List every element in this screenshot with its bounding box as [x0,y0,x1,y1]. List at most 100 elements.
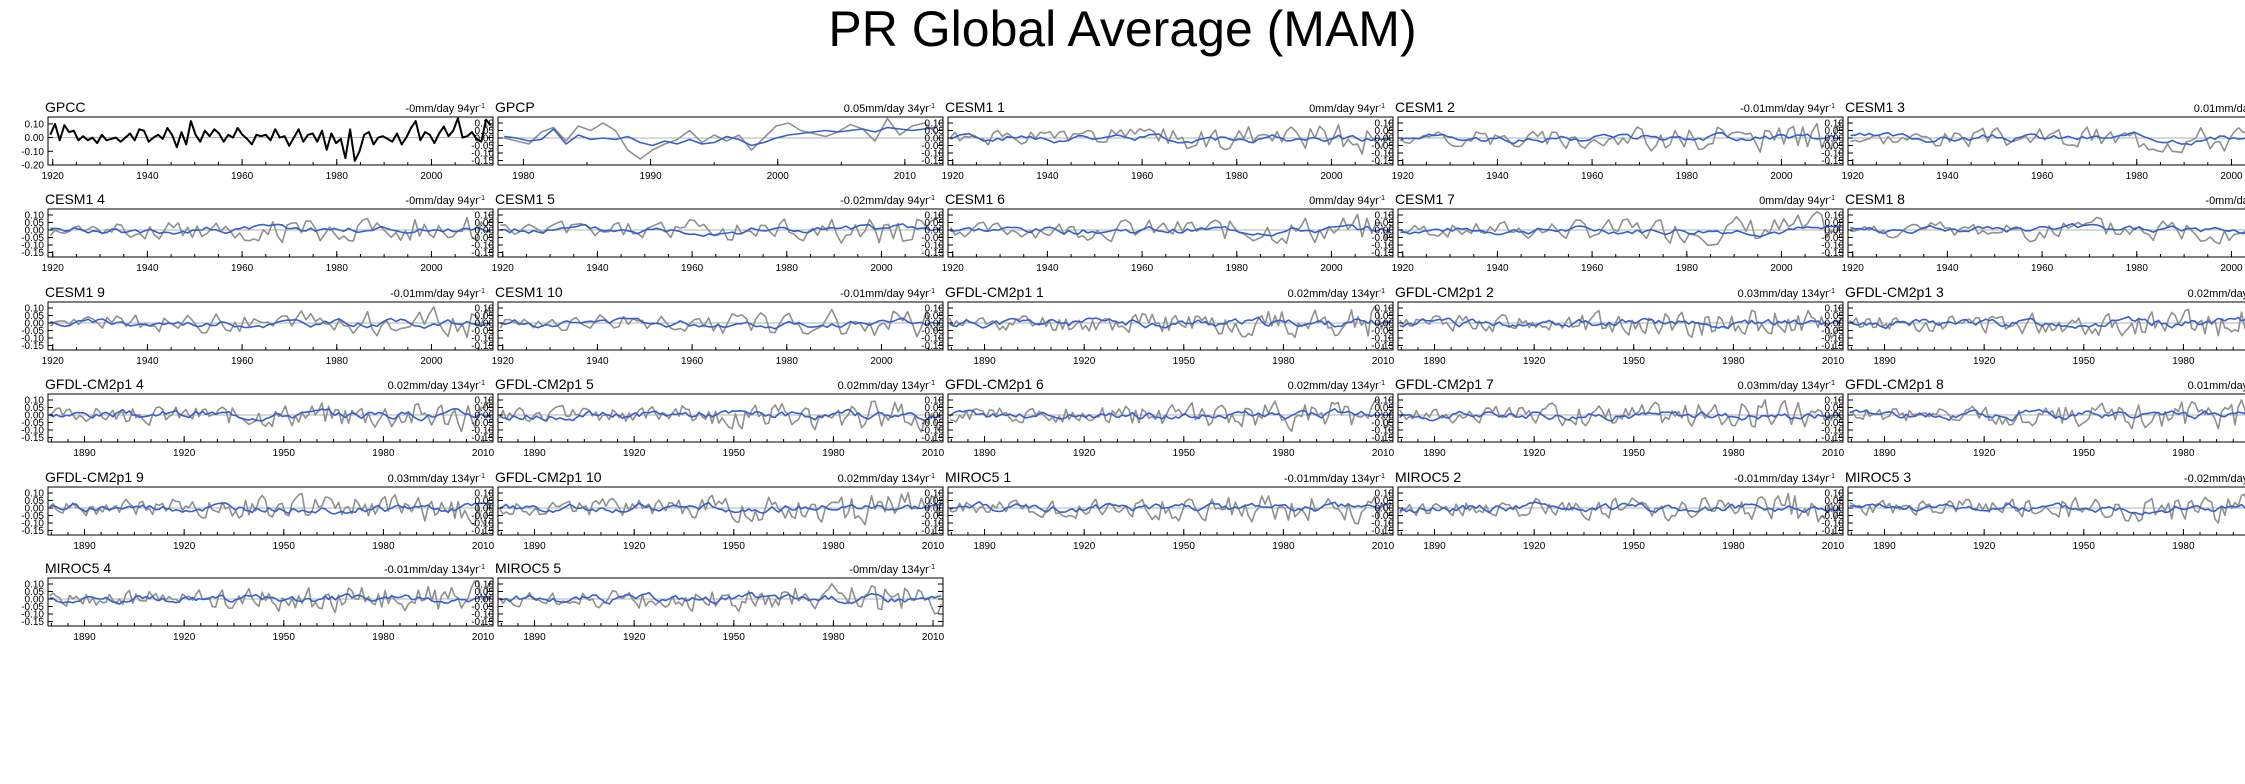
plot-frame [47,116,494,166]
y-tick-label: 0.05 [1375,311,1395,322]
x-tick-label: 1980 [2172,356,2195,367]
x-tick-label: 1940 [136,356,159,367]
raw-series-line [948,305,1392,339]
y-tick-label: -0.10 [471,610,494,621]
x-tick-label: 1940 [1486,171,1509,182]
trend-superscript: -1 [1829,288,1835,295]
plot-frame [47,577,494,627]
y-tick-label: 0.10 [1375,396,1395,407]
y-tick-label: 0.00 [925,411,945,422]
y-tick-label: -0.15 [1371,341,1394,352]
y-tick-label: 0.00 [475,319,495,330]
y-tick-label: -0.05 [1821,418,1844,429]
y-tick-label: 0.00 [1375,226,1395,237]
panel-trend: 0.01mm/day 134yr-1 [2188,380,2245,392]
y-tick-label: 0.10 [475,489,495,500]
y-tick-label: -0.15 [21,341,44,352]
y-tick-label: -0.15 [921,156,944,167]
plot-frame [947,116,1394,166]
y-tick-label: 0.05 [475,403,495,414]
panel: GFDL-CM2p1 6 0.02mm/day 134yr-10.100.050.… [921,376,1394,459]
raw-series-line [49,492,493,527]
panel: CESM1 2 -0.01mm/day 94yr-10.100.050.00-0.… [1371,99,1844,182]
panel: GFDL-CM2p1 5 0.02mm/day 134yr-10.100.050.… [471,376,944,459]
trend-superscript: -1 [929,564,935,571]
x-tick-label: 1950 [1173,541,1196,552]
y-tick-label: 0.00 [1825,411,1845,422]
y-tick-label: -0.15 [21,617,44,628]
panel-trend: -0.01mm/day 94yr-1 [390,288,485,300]
x-tick-label: 1920 [42,356,65,367]
panel: GFDL-CM2p1 1 0.02mm/day 134yr-10.100.050.… [921,284,1394,367]
y-tick-label: 0.10 [925,396,945,407]
x-tick-label: 2010 [1372,356,1395,367]
x-tick-label: 1890 [1423,448,1446,459]
trend-superscript: -1 [479,103,485,110]
y-tick-label: -0.05 [1371,511,1394,522]
panel: CESM1 10 -0.01mm/day 94yr-10.100.050.00-0… [471,284,944,367]
y-tick-label: -0.15 [1821,156,1844,167]
y-tick-label: 0.10 [25,211,45,222]
y-tick-label: 0.00 [25,595,45,606]
x-tick-label: 1940 [136,263,159,274]
x-tick-label: 1920 [1842,171,1865,182]
x-tick-label: 1980 [1272,448,1295,459]
y-tick-label: -0.05 [921,141,944,152]
observation-line [49,117,492,162]
y-tick-label: -0.15 [921,248,944,259]
smooth-series-line [1850,222,2245,235]
y-tick-label: -0.10 [471,334,494,345]
x-tick-label: 1980 [822,632,845,643]
x-tick-label: 1960 [2031,171,2054,182]
x-tick-label: 1940 [586,356,609,367]
raw-series-line [949,398,1393,433]
x-tick-label: 1980 [1272,541,1295,552]
panel-trend: 0.03mm/day 134yr-1 [1738,380,1835,392]
panel-title: GFDL-CM2p1 3 [1845,284,1944,300]
raw-series-line [949,124,1392,155]
x-tick-label: 1980 [1722,448,1745,459]
panel-title: CESM1 5 [495,191,555,207]
panel: MIROC5 2 -0.01mm/day 134yr-10.100.050.00-… [1371,469,1844,552]
y-tick-label: 0.00 [1825,504,1845,515]
y-tick-label: 0.00 [475,226,495,237]
y-tick-label: -0.15 [1821,248,1844,259]
plot-frame [497,208,944,258]
x-tick-label: 1960 [231,356,254,367]
y-tick-label: -0.05 [1371,326,1394,337]
y-tick-label: -0.15 [471,156,494,167]
panel-title: MIROC5 1 [945,469,1011,485]
x-tick-label: 1950 [2073,541,2096,552]
y-tick-label: 0.00 [1825,319,1845,330]
trend-superscript: -1 [1379,380,1385,387]
y-tick-label: 0.05 [475,126,495,137]
y-tick-label: 0.05 [1825,403,1845,414]
y-tick-label: -0.15 [21,433,44,444]
x-tick-label: 1890 [1423,356,1446,367]
y-tick-label: 0.00 [25,319,45,330]
x-tick-label: 1920 [623,632,646,643]
y-tick-label: 0.10 [1825,119,1845,130]
panel-trend: -0mm/day 134yr-1 [849,564,935,576]
y-tick-label: 0.10 [925,119,945,130]
x-tick-label: 1980 [512,171,535,182]
y-tick-label: -0.10 [1371,334,1394,345]
x-tick-label: 1950 [723,541,746,552]
panel: GFDL-CM2p1 9 0.03mm/day 134yr-10.100.050.… [21,469,494,552]
y-tick-label: 0.00 [1375,319,1395,330]
x-tick-label: 1920 [1973,541,1996,552]
panel-trend: 0.02mm/day 134yr-1 [2188,288,2245,300]
x-tick-label: 1890 [973,448,996,459]
x-tick-label: 1920 [42,263,65,274]
x-tick-label: 1980 [1226,263,1249,274]
y-tick-label: 0.10 [1375,211,1395,222]
x-tick-label: 1960 [681,263,704,274]
panel-title: MIROC5 3 [1845,469,1911,485]
x-tick-label: 1940 [1036,171,1059,182]
panel-trend: -0mm/day 94yr-1 [2205,195,2245,207]
y-tick-label: -0.15 [471,341,494,352]
smooth-series-line [1850,131,2245,146]
raw-series-line [949,213,1392,245]
x-tick-label: 1980 [1722,356,1745,367]
